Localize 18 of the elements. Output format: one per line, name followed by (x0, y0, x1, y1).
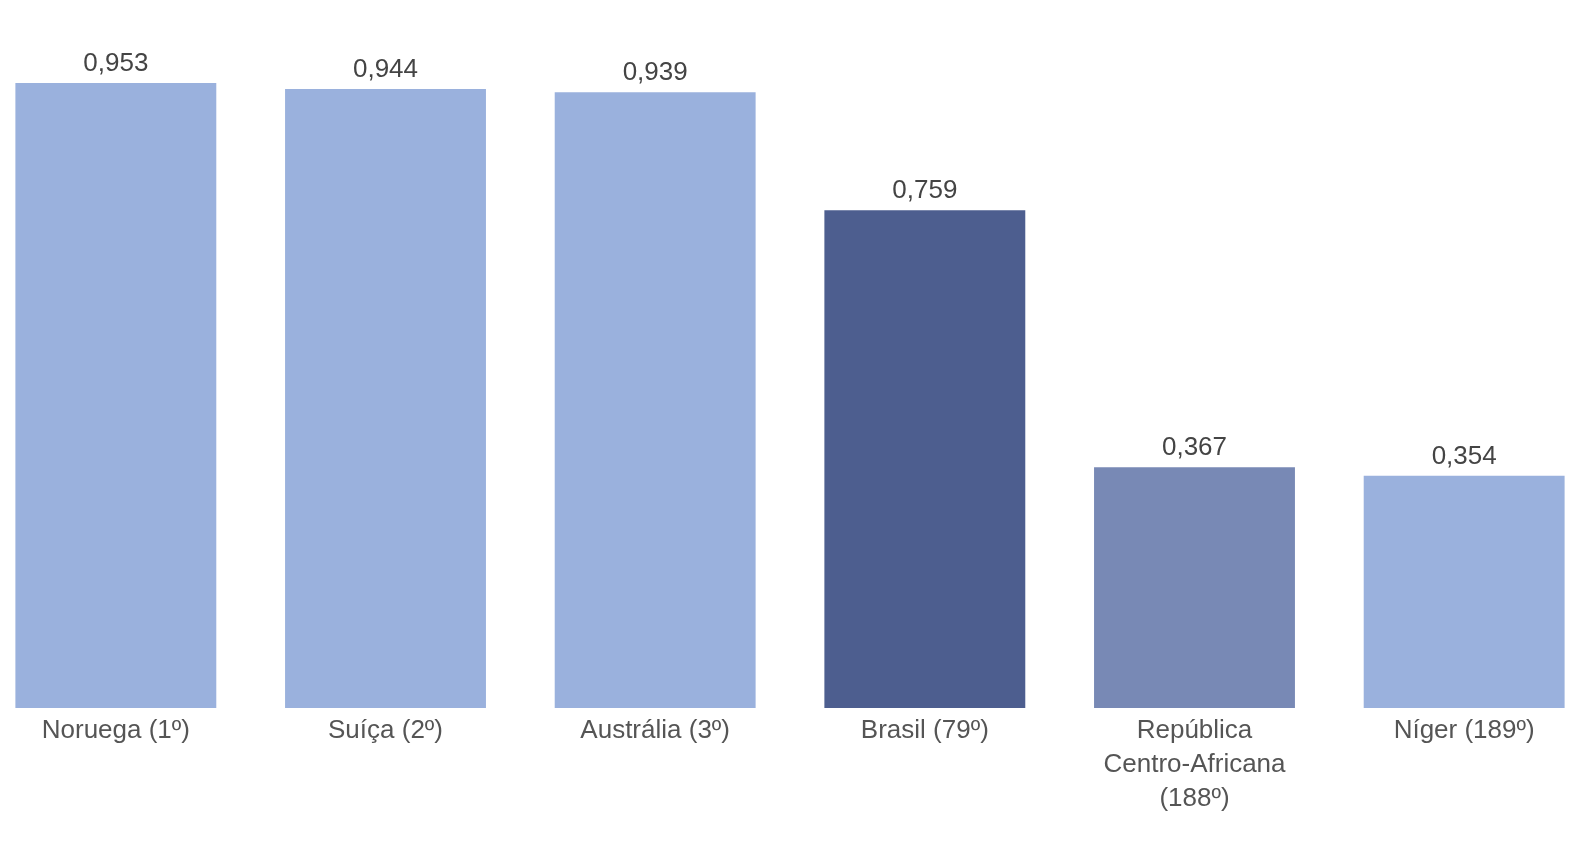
bar (1094, 467, 1295, 708)
bar (15, 83, 217, 708)
x-tick-label: Austrália (3º) (580, 713, 730, 744)
x-tick-label: Níger (189º) (1393, 713, 1535, 744)
data-label: 0,759 (892, 174, 958, 205)
bar (824, 210, 1026, 708)
x-tick-label: Suíça (2º) (328, 713, 443, 744)
data-label: 0,939 (622, 56, 688, 87)
x-tick-label: Brasil (79º) (860, 713, 989, 744)
bar (1363, 475, 1565, 708)
data-label: 0,354 (1431, 439, 1497, 470)
x-tick-label: República Centro-Africana (188º) (1103, 713, 1287, 812)
data-label: 0,367 (1161, 431, 1228, 462)
bar (554, 92, 756, 708)
x-tick-label: Noruega (1º) (41, 713, 190, 744)
data-label: 0,944 (352, 52, 419, 83)
data-label: 0,953 (83, 47, 149, 77)
bar (285, 88, 486, 708)
